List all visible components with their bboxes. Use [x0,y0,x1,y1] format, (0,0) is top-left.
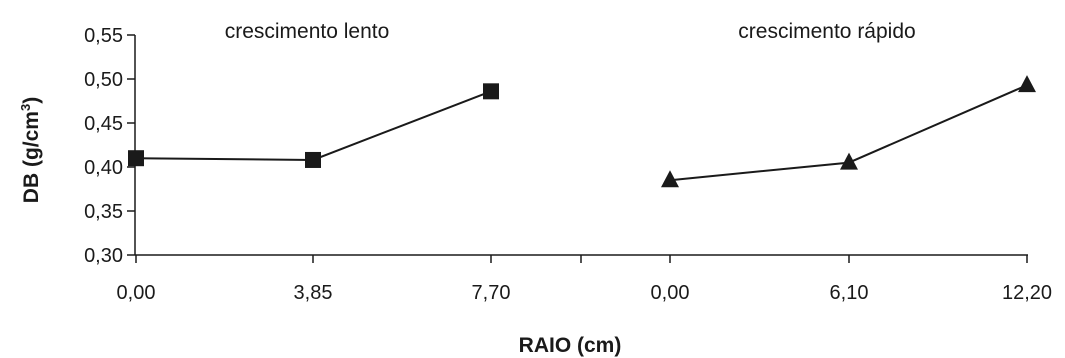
annotation-slow-growth: crescimento lento [225,20,390,43]
annotation-fast-growth: crescimento rápido [738,20,915,43]
data-point-triangle [1018,75,1036,93]
x-tick-label: 6,10 [830,282,869,304]
data-point-square [483,83,499,100]
x-tick-label: 0,00 [117,282,156,304]
y-tick-label: 0,55 [84,25,123,47]
x-tick-label: 0,00 [651,282,690,304]
x-axis: 0,00 3,85 7,70 0,00 6,10 12,20 [117,254,1052,304]
y-tick-label: 0,40 [84,157,123,179]
series-line-1 [135,90,492,161]
y-axis: 0,30 0,35 0,40 0,45 0,50 0,55 [84,25,136,267]
x-tick-label: 7,70 [472,282,511,304]
y-tick-label: 0,50 [84,69,123,91]
data-point-square [128,150,144,167]
y-axis-title-main: DB (g/cm [20,111,43,203]
x-tick-label: 3,85 [294,282,333,304]
data-point-triangle [840,152,858,170]
y-axis-title-suffix: ) [20,97,43,104]
data-point-triangle [661,170,679,188]
y-tick-label: 0,30 [84,245,123,267]
data-point-square [305,151,321,168]
y-axis-title-superscript: 3 [18,104,33,111]
series-layer [128,75,1036,188]
y-tick-label: 0,45 [84,113,123,135]
y-axis-title: DB (g/cm3) [18,97,43,203]
x-tick-label: 12,20 [1002,282,1052,304]
x-axis-title: RAIO (cm) [519,334,622,357]
y-tick-label: 0,35 [84,201,123,223]
